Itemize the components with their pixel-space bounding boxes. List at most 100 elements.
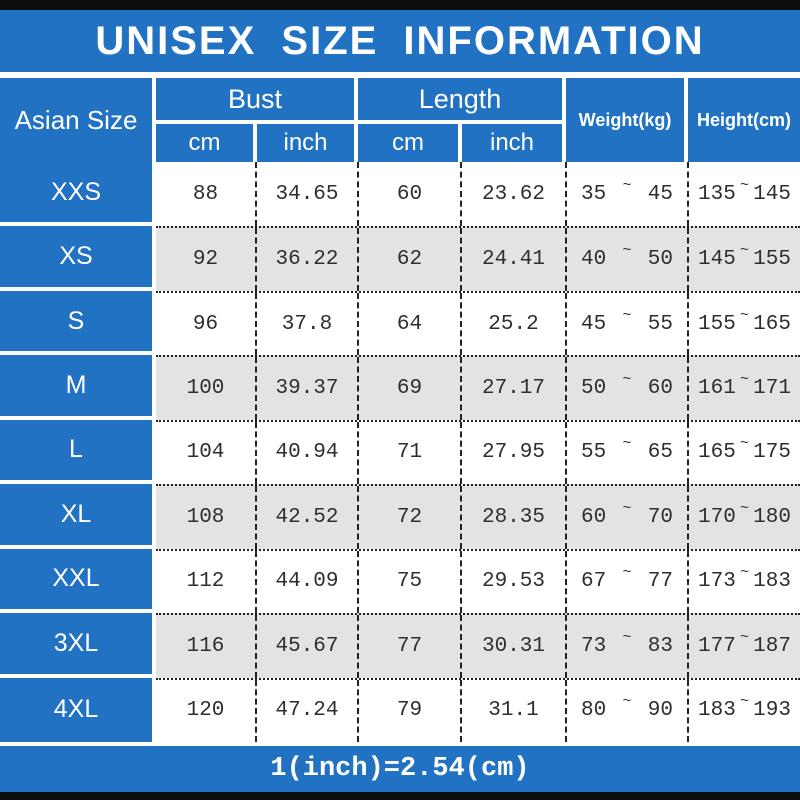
table-row-4xl: 4XL 120 47.24 79 31.1 80 ~90 183 ~193	[0, 677, 800, 742]
length-cm-value: 64	[357, 292, 460, 356]
length-inch-value: 25.2	[460, 292, 565, 356]
length-inch-value: 31.1	[460, 679, 565, 742]
header-length-label: Length	[358, 78, 562, 120]
table-row-3xl: 3XL 116 45.67 77 30.31 73 ~83 177 ~187	[0, 613, 800, 678]
tilde-separator: ~	[622, 176, 632, 194]
tilde-separator: ~	[622, 306, 632, 324]
tilde-separator: ~	[622, 693, 632, 711]
header-bust-cm: cm	[156, 124, 253, 162]
weight-range: 50 ~60	[565, 357, 687, 420]
height-max: 171	[753, 377, 791, 401]
height-range: 173 ~183	[687, 550, 800, 614]
height-range: 177 ~187	[687, 615, 800, 678]
height-min: 165	[698, 441, 736, 465]
height-max: 180	[753, 505, 791, 529]
height-range: 145 ~155	[687, 228, 800, 291]
size-label: XXS	[0, 162, 152, 227]
weight-min: 55	[581, 441, 607, 465]
header-height: Height(cm)	[688, 78, 800, 162]
weight-range: 45 ~55	[565, 292, 687, 356]
footer-divider	[0, 742, 800, 746]
tilde-separator: ~	[739, 628, 749, 646]
weight-max: 50	[647, 248, 673, 272]
page-title: UNISEX SIZE INFORMATION	[95, 18, 705, 63]
bust-cm-value: 112	[186, 570, 225, 594]
bust-inch-value: 42.52	[255, 486, 357, 549]
bust-cm-value: 92	[192, 248, 219, 272]
header-bust-label: Bust	[156, 78, 354, 120]
weight-max: 83	[647, 634, 673, 658]
height-range: 165 ~175	[687, 421, 800, 485]
tilde-separator: ~	[739, 306, 749, 324]
bottom-black-bar	[0, 792, 800, 800]
size-label: S	[0, 290, 152, 356]
bust-cm-value: 116	[186, 634, 225, 658]
length-inch-value: 30.31	[460, 615, 565, 678]
height-min: 170	[698, 505, 736, 529]
tilde-separator: ~	[622, 435, 632, 453]
header-group-bust: Bust cm inch	[156, 78, 354, 162]
weight-max: 77	[647, 570, 673, 594]
weight-max: 60	[647, 377, 673, 401]
length-inch-value: 27.17	[460, 357, 565, 420]
size-label: M	[0, 355, 152, 420]
height-range: 170 ~180	[687, 486, 800, 549]
height-min: 173	[698, 570, 736, 594]
length-cm-value: 62	[357, 228, 460, 291]
tilde-separator: ~	[622, 499, 632, 517]
bust-inch-value: 39.37	[255, 357, 357, 420]
weight-max: 90	[647, 699, 673, 723]
table-row-xs: XS 92 36.22 62 24.41 40 ~50 145 ~155	[0, 226, 800, 291]
height-min: 135	[698, 182, 736, 206]
weight-min: 73	[581, 634, 607, 658]
weight-range: 73 ~83	[565, 615, 687, 678]
bust-inch-value: 44.09	[255, 550, 357, 614]
size-label: XXL	[0, 548, 152, 614]
height-min: 161	[698, 377, 736, 401]
length-cm-value: 60	[357, 162, 460, 227]
weight-range: 60 ~70	[565, 486, 687, 549]
weight-max: 55	[647, 312, 673, 336]
bust-cm-value: 104	[186, 441, 225, 465]
length-cm-value: 69	[357, 357, 460, 420]
bust-cm-value: 100	[186, 377, 225, 401]
bust-cm-value: 108	[186, 505, 225, 529]
size-label: XS	[0, 226, 152, 291]
bust-cm-value: 88	[192, 182, 219, 206]
height-min: 177	[698, 634, 736, 658]
top-black-bar	[0, 0, 800, 10]
table-row-l: L 104 40.94 71 27.95 55 ~65 165 ~175	[0, 419, 800, 485]
weight-range: 55 ~65	[565, 421, 687, 485]
height-range: 183 ~193	[687, 679, 800, 742]
length-cm-value: 77	[357, 615, 460, 678]
title-band: UNISEX SIZE INFORMATION	[0, 10, 800, 72]
tilde-separator: ~	[622, 628, 632, 646]
height-max: 175	[753, 441, 791, 465]
table-row-xxs: XXS 88 34.65 60 23.62 35 ~45 135 ~145	[0, 162, 800, 227]
length-inch-value: 28.35	[460, 486, 565, 549]
table-body: XXS 88 34.65 60 23.62 35 ~45 135 ~145 XS 9…	[0, 162, 800, 742]
bust-inch-value: 34.65	[255, 162, 357, 227]
weight-min: 60	[581, 505, 607, 529]
length-cm-value: 71	[357, 421, 460, 485]
tilde-separator: ~	[739, 499, 749, 517]
weight-max: 45	[647, 182, 673, 206]
weight-min: 50	[581, 377, 607, 401]
weight-range: 35 ~45	[565, 162, 687, 227]
height-max: 193	[753, 699, 791, 723]
weight-range: 67 ~77	[565, 550, 687, 614]
table-row-s: S 96 37.8 64 25.2 45 ~55 155 ~165	[0, 290, 800, 356]
header-bust-inch: inch	[257, 124, 354, 162]
header-weight: Weight(kg)	[566, 78, 684, 162]
bust-inch-value: 47.24	[255, 679, 357, 742]
table-row-xl: XL 108 42.52 72 28.35 60 ~70 170 ~180	[0, 484, 800, 549]
header-asian-size: Asian Size	[0, 78, 152, 162]
bust-inch-value: 45.67	[255, 615, 357, 678]
tilde-separator: ~	[739, 242, 749, 260]
height-min: 145	[698, 248, 736, 272]
bust-inch-value: 36.22	[255, 228, 357, 291]
height-max: 183	[753, 570, 791, 594]
table-row-m: M 100 39.37 69 27.17 50 ~60 161 ~171	[0, 355, 800, 420]
height-max: 145	[753, 182, 791, 206]
